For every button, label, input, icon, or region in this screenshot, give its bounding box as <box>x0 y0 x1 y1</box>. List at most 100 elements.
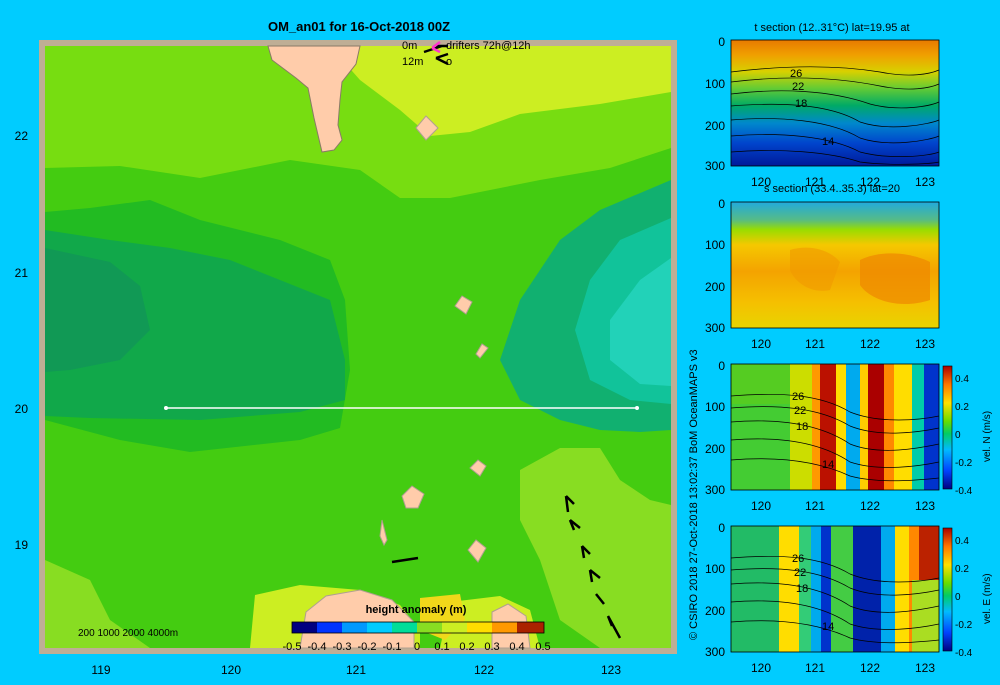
map-x-tick: 123 <box>601 663 621 677</box>
e-y-tick: 300 <box>705 645 725 659</box>
map-y-tick: 20 <box>15 402 29 416</box>
t-contour-label: 18 <box>795 98 807 110</box>
s-x-tick: 123 <box>915 337 935 351</box>
map-y-tick: 21 <box>15 266 29 280</box>
s-section-title: s section (33.4..35.3) lat=20 <box>764 183 900 195</box>
n-x-tick: 120 <box>751 499 771 513</box>
map-x-tick: 119 <box>91 663 110 677</box>
e-cb-tick: 0.4 <box>955 536 969 547</box>
cb-tick: 0.5 <box>535 641 550 653</box>
cb-tick: 0.1 <box>434 641 449 653</box>
n-x-tick: 121 <box>805 499 825 513</box>
s-y-tick: 0 <box>718 197 725 211</box>
land-masses <box>267 45 531 649</box>
n-contour-label: 18 <box>796 421 808 433</box>
t-section-title: t section (12..31°C) lat=19.95 at <box>754 22 909 34</box>
n-contour-label: 26 <box>792 391 804 403</box>
n-section-panel: 26 22 18 14 0 100 200 300 120 121 122 12… <box>705 359 993 513</box>
s-y-tick: 200 <box>705 280 725 294</box>
n-contour-label: 22 <box>794 405 806 417</box>
t-contour-label: 26 <box>790 68 802 80</box>
e-y-tick: 100 <box>705 562 725 576</box>
legend-0m: 0m <box>402 40 417 52</box>
n-y-tick: 100 <box>705 400 725 414</box>
e-colorbar <box>942 527 953 652</box>
cb-tick: 0 <box>414 641 420 653</box>
s-x-tick: 122 <box>860 337 880 351</box>
e-cb-tick: 0 <box>955 592 961 603</box>
e-contour-label: 14 <box>822 621 834 633</box>
s-y-tick: 100 <box>705 238 725 252</box>
e-x-tick: 122 <box>860 661 880 675</box>
credit-text: © CSIRO 2018 27-Oct-2018 13:02:37 BoM Oc… <box>688 349 700 640</box>
n-cb-tick: -0.4 <box>955 486 973 497</box>
map-x-axis: 119 120 121 122 123 <box>91 663 621 677</box>
map-field <box>45 46 671 648</box>
s-x-tick: 121 <box>805 337 825 351</box>
height-colorbar: height anomaly (m) -0.5 -0.4 -0.3 -0.2 -… <box>283 604 551 653</box>
map-title: OM_an01 for 16-Oct-2018 00Z <box>268 19 450 34</box>
cb-tick: 0.2 <box>459 641 474 653</box>
t-x-tick: 122 <box>860 175 880 189</box>
e-cb-tick: 0.2 <box>955 564 969 575</box>
n-y-tick: 300 <box>705 483 725 497</box>
e-x-tick: 123 <box>915 661 935 675</box>
n-cb-tick: 0.4 <box>955 374 969 385</box>
drifter-marker-icon <box>431 41 441 54</box>
section-end-point <box>635 406 639 410</box>
e-y-tick: 0 <box>718 521 725 535</box>
cb-tick: -0.2 <box>358 641 377 653</box>
cb-tick: -0.1 <box>383 641 402 653</box>
t-y-tick: 0 <box>718 35 725 49</box>
cb-tick: -0.4 <box>308 641 327 653</box>
t-contour-label: 22 <box>792 81 804 93</box>
n-x-tick: 122 <box>860 499 880 513</box>
s-section-panel: s section (33.4..35.3) lat=20 0 100 200 … <box>705 183 940 351</box>
cb-tick: 0.3 <box>484 641 499 653</box>
s-x-tick: 120 <box>751 337 771 351</box>
e-cb-tick: -0.2 <box>955 620 973 631</box>
t-section-panel: t section (12..31°C) lat=19.95 at 26 22 … <box>705 22 940 189</box>
n-contour-label: 14 <box>822 459 834 471</box>
t-x-tick: 121 <box>805 175 825 189</box>
section-start-point <box>164 406 168 410</box>
e-cb-label: vel. E (m/s) <box>982 573 993 624</box>
e-contour-label: 18 <box>796 583 808 595</box>
e-cb-tick: -0.4 <box>955 648 973 659</box>
cb-tick: 0.4 <box>509 641 524 653</box>
n-y-tick: 0 <box>718 359 725 373</box>
n-cb-label: vel. N (m/s) <box>982 411 993 462</box>
t-y-tick: 300 <box>705 159 725 173</box>
e-contour-label: 22 <box>794 567 806 579</box>
e-x-tick: 121 <box>805 661 825 675</box>
e-x-tick: 120 <box>751 661 771 675</box>
n-cb-tick: 0 <box>955 430 961 441</box>
e-section-panel: 26 22 18 14 0 100 200 300 120 121 122 12… <box>705 521 993 675</box>
legend-12m-tag: o <box>446 56 452 68</box>
legend-drifters: drifters 72h@12h <box>446 40 531 52</box>
map-y-axis: 22 21 20 19 <box>15 129 29 552</box>
s-y-tick: 300 <box>705 321 725 335</box>
cb-tick: -0.5 <box>283 641 302 653</box>
map-x-tick: 122 <box>474 663 494 677</box>
e-contour-label: 26 <box>792 553 804 565</box>
map-y-tick: 19 <box>15 538 29 552</box>
n-cb-tick: 0.2 <box>955 402 969 413</box>
n-colorbar <box>942 365 953 490</box>
depth-legend: 200 1000 2000 4000m <box>78 628 178 639</box>
t-y-tick: 100 <box>705 77 725 91</box>
t-contour-label: 14 <box>822 136 834 148</box>
n-y-tick: 200 <box>705 442 725 456</box>
cb-tick: -0.3 <box>333 641 352 653</box>
colorbar-title: height anomaly (m) <box>366 604 467 616</box>
map-x-tick: 120 <box>221 663 241 677</box>
e-y-tick: 200 <box>705 604 725 618</box>
map-y-tick: 22 <box>15 129 29 143</box>
legend-12m: 12m <box>402 56 423 68</box>
n-cb-tick: -0.2 <box>955 458 973 469</box>
t-y-tick: 200 <box>705 119 725 133</box>
n-x-tick: 123 <box>915 499 935 513</box>
map-x-tick: 121 <box>346 663 366 677</box>
